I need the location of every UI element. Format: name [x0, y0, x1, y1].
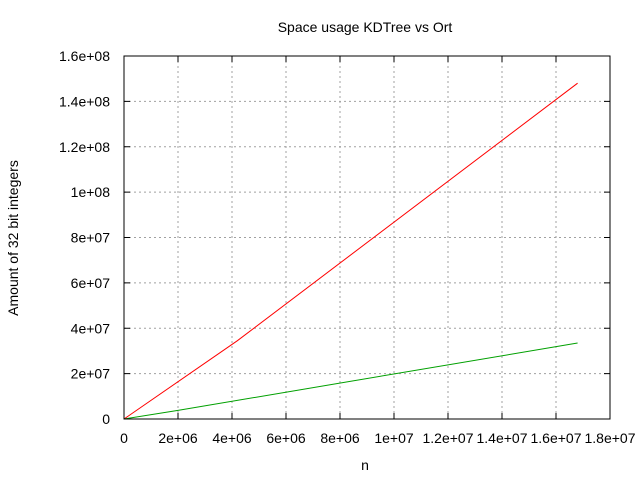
y-axis-label: Amount of 32 bit integers: [5, 160, 21, 316]
x-tick-label: 1.8e+07: [585, 430, 636, 446]
x-tick-label: 0: [120, 430, 128, 446]
x-tick-label: 8e+06: [320, 430, 360, 446]
x-tick-label: 1.4e+07: [477, 430, 528, 446]
x-tick-label: 2e+06: [158, 430, 198, 446]
series-layer: [123, 82, 578, 420]
x-tick-label: 6e+06: [266, 430, 306, 446]
series-line-1: [123, 82, 578, 420]
y-tick-label: 0: [102, 411, 110, 427]
series-line-2: [123, 342, 578, 420]
y-tick-label: 1e+08: [71, 184, 111, 200]
axis-ticks: [123, 55, 611, 420]
x-tick-label: 1e+07: [374, 430, 414, 446]
x-tick-label: 4e+06: [212, 430, 252, 446]
x-axis-label: n: [361, 457, 369, 473]
y-tick-label: 8e+07: [71, 230, 111, 246]
tick-labels: 0 2e+06 4e+06 6e+06 8e+06 1e+07 1.2e+07 1.4e+07…: [59, 48, 636, 446]
y-tick-label: 6e+07: [71, 275, 111, 291]
x-tick-label: 1.2e+07: [423, 430, 474, 446]
y-tick-label: 4e+07: [71, 320, 111, 336]
y-tick-label: 1.6e+08: [59, 48, 110, 64]
x-tick-label: 1.6e+07: [531, 430, 582, 446]
grid: [124, 56, 610, 419]
y-tick-label: 1.4e+08: [59, 93, 110, 109]
y-tick-label: 1.2e+08: [59, 139, 110, 155]
chart-title: Space usage KDTree vs Ort: [278, 19, 453, 35]
plot-area-frame: [123, 55, 611, 420]
y-tick-label: 2e+07: [71, 366, 111, 382]
